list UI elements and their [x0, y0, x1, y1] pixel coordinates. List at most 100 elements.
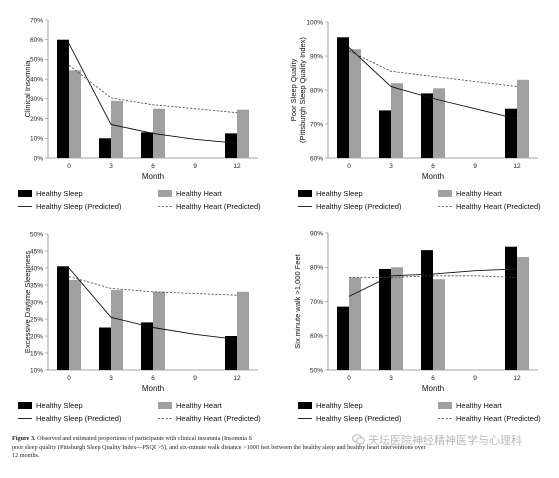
- y-tick-label: 0%: [34, 155, 44, 162]
- x-tick-label: 0: [347, 375, 351, 382]
- y-tick-label: 60%: [310, 155, 323, 162]
- y-tick-label: 50%: [30, 57, 43, 64]
- y-tick-label: 10%: [30, 367, 43, 374]
- chart-poor-sleep-quality: 60% 70% 80% 90% 100% 0 3 6 9 12 Month Poor Sleep Qu…: [289, 19, 541, 211]
- bar-healthy-heart: [349, 277, 361, 370]
- line-healthy-sleep-predicted: [348, 268, 518, 297]
- bar-healthy-sleep: [99, 327, 111, 370]
- bar-healthy-heart: [153, 108, 165, 158]
- x-tick-label: 0: [67, 375, 71, 382]
- bar-healthy-sleep: [379, 268, 391, 370]
- chart-six-minute-walk: 50% 60% 70% 80% 90% 0 3 6 9 12 Month Six minute wal…: [293, 230, 541, 423]
- y-tick-label: 80%: [310, 87, 323, 94]
- x-tick-label: 6: [151, 163, 155, 170]
- bar-healthy-sleep: [141, 322, 153, 370]
- legend-label-heart: Healthy Heart: [176, 401, 223, 410]
- wechat-icon: [352, 434, 365, 445]
- caption-text-1: Observed and estimated proportions of pa…: [37, 435, 252, 442]
- line-healthy-heart-predicted: [68, 276, 238, 296]
- legend-label-heart-predicted: Healthy Heart (Predicted): [176, 202, 261, 211]
- line-healthy-sleep-predicted: [68, 267, 238, 340]
- x-tick-label: 6: [151, 375, 155, 382]
- line-healthy-heart-predicted: [68, 64, 238, 114]
- bar-healthy-sleep: [337, 37, 349, 158]
- figure-caption: Figure 3. Observed and estimated proport…: [12, 435, 552, 461]
- legend-swatch-sleep: [298, 402, 312, 409]
- y-tick-label: 60%: [310, 333, 323, 340]
- legend-label-heart: Healthy Heart: [456, 401, 503, 410]
- bar-healthy-heart: [391, 83, 403, 158]
- bar-healthy-heart: [69, 279, 81, 370]
- bar-healthy-sleep: [505, 246, 517, 370]
- bar-healthy-sleep: [57, 39, 69, 158]
- x-axis-label: Month: [142, 384, 164, 393]
- y-tick-label: 50%: [310, 367, 323, 374]
- line-healthy-heart-predicted: [348, 50, 518, 87]
- legend-label-sleep-predicted: Healthy Sleep (Predicted): [316, 414, 402, 423]
- y-tick-label: 70%: [30, 17, 43, 24]
- bar-healthy-heart: [153, 291, 165, 370]
- y-tick-label: 10%: [30, 136, 43, 143]
- chart-clinical-insomnia: 0% 10% 20% 30% 40% 50% 60% 70% 0 3 6 9 12 Month Clinic…: [18, 17, 261, 211]
- y-tick-label: 20%: [30, 116, 43, 123]
- x-axis-label: Month: [422, 384, 444, 393]
- x-axis-label: Month: [142, 172, 164, 181]
- caption-label: Figure 3.: [12, 435, 36, 442]
- line-healthy-heart-predicted: [349, 275, 518, 278]
- watermark: 天坛医院神经精神医学与心理科: [352, 432, 522, 448]
- legend-label-sleep: Healthy Sleep: [36, 401, 83, 410]
- y-tick-label: 60%: [30, 37, 43, 44]
- legend-swatch-sleep: [18, 402, 32, 409]
- y-tick-label: 70%: [310, 121, 323, 128]
- x-tick-label: 6: [431, 375, 435, 382]
- bar-healthy-sleep: [57, 266, 69, 370]
- legend-label-heart-predicted: Healthy Heart (Predicted): [456, 202, 541, 211]
- x-tick-label: 0: [347, 163, 351, 170]
- x-tick-label: 12: [513, 375, 521, 382]
- y-tick-label: 50%: [30, 231, 43, 238]
- y-tick-label: 45%: [30, 248, 43, 255]
- bar-healthy-heart: [237, 109, 249, 158]
- x-tick-label: 6: [431, 163, 435, 170]
- y-tick-label: 40%: [30, 76, 43, 83]
- y-tick-label: 90%: [310, 53, 323, 60]
- y-tick-label: 30%: [30, 299, 43, 306]
- bar-healthy-heart: [433, 279, 445, 370]
- legend-swatch-sleep: [298, 190, 312, 197]
- bar-healthy-heart: [349, 49, 361, 159]
- y-axis-label: Six minute walk >1,000 Feet: [293, 253, 302, 348]
- legend-swatch-heart: [158, 190, 172, 197]
- legend-swatch-sleep: [18, 190, 32, 197]
- y-tick-label: 25%: [30, 316, 43, 323]
- x-tick-label: 3: [389, 163, 393, 170]
- bar-healthy-sleep: [141, 132, 153, 158]
- legend-label-sleep-predicted: Healthy Sleep (Predicted): [36, 414, 122, 423]
- bar-healthy-sleep: [99, 138, 111, 158]
- bar-healthy-heart: [111, 100, 123, 158]
- bar-healthy-sleep: [337, 306, 349, 370]
- bar-healthy-sleep: [225, 133, 237, 158]
- bar-healthy-heart: [517, 256, 529, 370]
- y-axis-label: Excessive Daytime Sleepiness: [23, 251, 32, 353]
- legend-label-heart-predicted: Healthy Heart (Predicted): [456, 414, 541, 423]
- y-axis-label: Clinical Insomnia: [23, 60, 32, 118]
- y-axis-label: Poor Sleep Quality: [289, 58, 298, 121]
- bar-healthy-sleep: [379, 110, 391, 158]
- legend-label-sleep: Healthy Sleep: [316, 189, 363, 198]
- chart-daytime-sleepiness: 10% 15% 20% 25% 30% 35% 40% 45% 50% 0 3 6 9 12 Month Ex…: [18, 231, 261, 423]
- y-tick-label: 100%: [306, 19, 323, 26]
- legend-label-sleep-predicted: Healthy Sleep (Predicted): [316, 202, 402, 211]
- caption-text-3: 12 months.: [12, 452, 40, 460]
- legend-label-heart: Healthy Heart: [456, 189, 503, 198]
- bar-healthy-sleep: [421, 93, 433, 158]
- bar-healthy-sleep: [225, 336, 237, 370]
- x-tick-label: 12: [513, 163, 521, 170]
- bar-healthy-sleep: [505, 108, 517, 158]
- bar-healthy-heart: [391, 267, 403, 370]
- y-axis-label-sub: (Pittsburgh Sleep Quality Index): [298, 37, 307, 143]
- watermark-text: 天坛医院神经精神医学与心理科: [368, 434, 522, 447]
- caption-text-2: poor sleep quality (Pittsburgh Sleep Qua…: [12, 443, 426, 451]
- y-tick-label: 40%: [30, 265, 43, 272]
- x-tick-label: 0: [67, 163, 71, 170]
